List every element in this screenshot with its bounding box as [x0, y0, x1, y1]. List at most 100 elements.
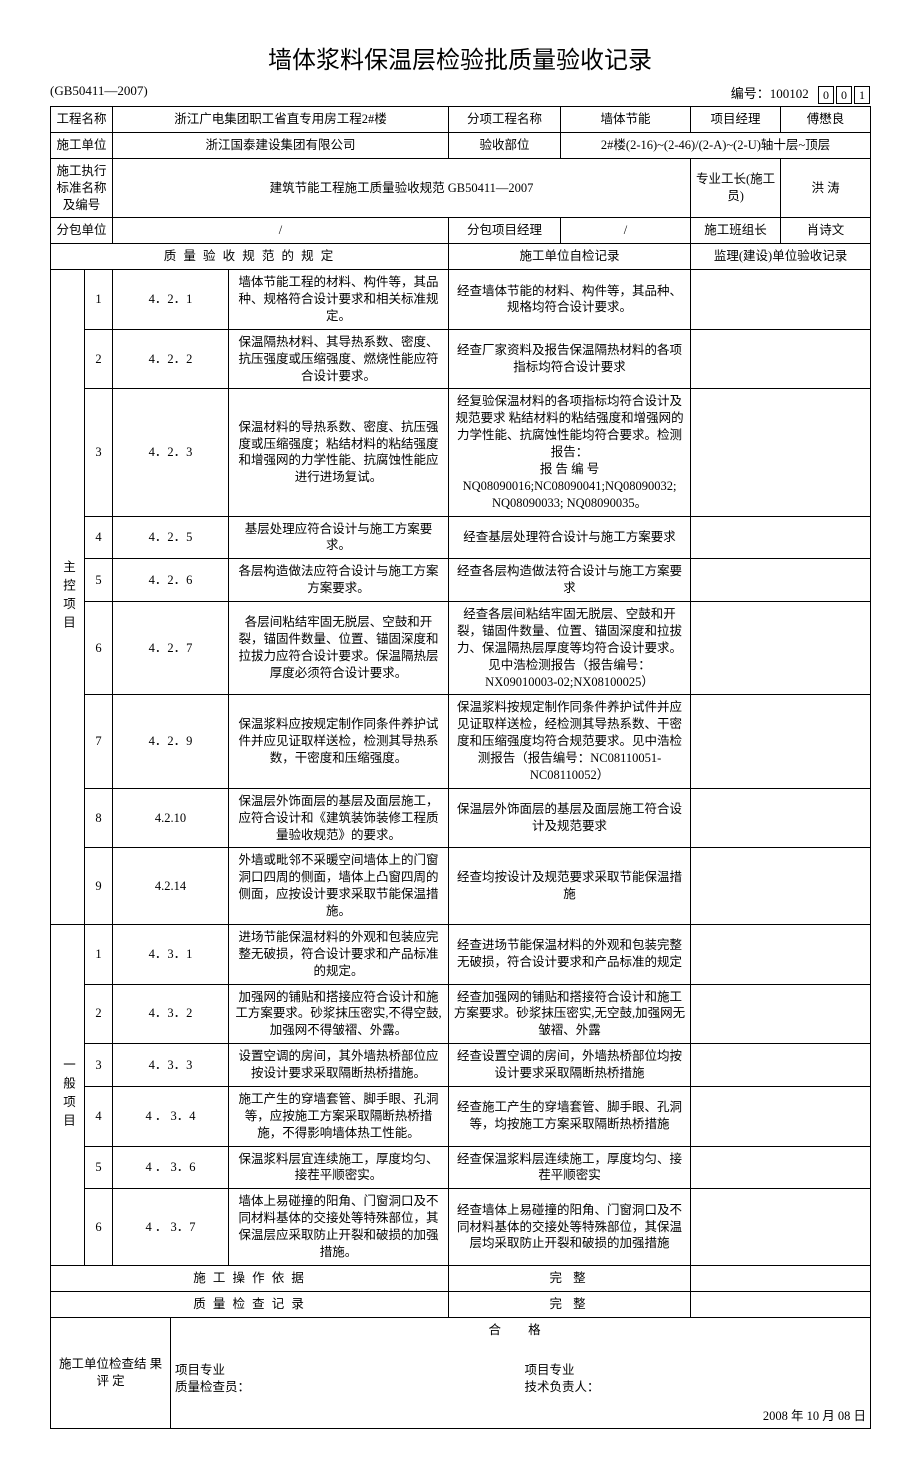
row-code: 4．2．5: [113, 516, 229, 559]
row-n: 9: [85, 848, 113, 925]
row-supv: [691, 270, 871, 330]
row-spec: 基层处理应符合设计与施工方案要求。: [229, 516, 449, 559]
code-label: 编号：: [731, 86, 770, 101]
row-code: 4．2．6: [113, 559, 229, 602]
foreman: 洪 涛: [781, 158, 871, 218]
row-self: 经查各层构造做法符合设计与施工方案要求: [449, 559, 691, 602]
row-supv: [691, 788, 871, 848]
code-box-3: 1: [854, 86, 870, 104]
date: 2008 年 10 月 08 日: [763, 1408, 866, 1425]
row-self: 经查加强网的铺贴和搭接符合设计和施工方案要求。砂浆抹压密实,无空鼓,加强网无皱褶…: [449, 984, 691, 1044]
row-spec: 加强网的铺贴和搭接应符合设计和施工方案要求。砂浆抹压密实,不得空鼓,加强网不得皱…: [229, 984, 449, 1044]
subheader: (GB50411—2007) 编号：100102 0 0 1: [50, 83, 870, 104]
row-supv: [691, 848, 871, 925]
row-code: 4．2．9: [113, 695, 229, 788]
row-supv: [691, 602, 871, 695]
sub-unit-label: 分包单位: [51, 218, 113, 244]
row-self: 经复验保温材料的各项指标均符合设计及规范要求 粘结材料的粘结强度和增强网的力学性…: [449, 389, 691, 516]
row-self: 经查保温浆料层连续施工，厚度均匀、接茬平顺密实: [449, 1146, 691, 1189]
row-supv: [691, 329, 871, 389]
row-code: 4．3．3: [113, 1044, 229, 1087]
row-self: 经查设置空调的房间，外墙热桥部位均按设计要求采取隔断热桥措施: [449, 1044, 691, 1087]
standard-ref: (GB50411—2007): [50, 83, 148, 104]
row-self: 经查墙体上易碰撞的阳角、门窗洞口及不同材料基体的交接处等特殊部位，其保温层均采取…: [449, 1189, 691, 1266]
result-label: 施工单位检查结 果 评 定: [51, 1317, 171, 1429]
row-n: 3: [85, 389, 113, 516]
col-supv: 监理(建设)单位验收记录: [691, 244, 871, 270]
row-code: 4 ． 3．7: [113, 1189, 229, 1266]
subitem: 墙体节能: [561, 107, 691, 133]
row-self: 经查基层处理符合设计与施工方案要求: [449, 516, 691, 559]
unit: 浙江国泰建设集团有限公司: [113, 132, 449, 158]
op-basis: 完 整: [449, 1265, 691, 1291]
accept-part: 2#楼(2-16)~(2-46)/(2-A)~(2-U)轴十层~顶层: [561, 132, 871, 158]
doc-code: 编号：100102 0 0 1: [731, 83, 870, 104]
team-leader-label: 施工班组长: [691, 218, 781, 244]
row-code: 4 ． 3．4: [113, 1086, 229, 1146]
result-value: 合 格: [171, 1318, 870, 1339]
foreman-label: 专业工长(施工员): [691, 158, 781, 218]
code-box-1: 0: [818, 86, 834, 104]
op-basis-supv: [691, 1265, 871, 1291]
subitem-label: 分项工程名称: [449, 107, 561, 133]
sub-pm-label: 分包项目经理: [449, 218, 561, 244]
row-n: 1: [85, 270, 113, 330]
row-code: 4.2.10: [113, 788, 229, 848]
row-spec: 各层构造做法应符合设计与施工方案方案要求。: [229, 559, 449, 602]
sub-unit: /: [113, 218, 449, 244]
unit-label: 施工单位: [51, 132, 113, 158]
qc-record: 完 整: [449, 1291, 691, 1317]
row-supv: [691, 984, 871, 1044]
row-n: 4: [85, 516, 113, 559]
row-spec: 保温隔热材料、其导热系数、密度、抗压强度或压缩强度、燃烧性能应符合设计要求。: [229, 329, 449, 389]
code-prefix: 100102: [770, 86, 809, 101]
row-spec: 墙体节能工程的材料、构件等，其品种、规格符合设计要求和相关标准规定。: [229, 270, 449, 330]
row-spec: 保温层外饰面层的基层及面层施工，应符合设计和《建筑装饰装修工程质量验收规范》的要…: [229, 788, 449, 848]
code-box-2: 0: [836, 86, 852, 104]
row-spec: 施工产生的穿墙套管、脚手眼、孔洞等，应按施工方案采取隔断热桥措施，不得影响墙体热…: [229, 1086, 449, 1146]
row-supv: [691, 516, 871, 559]
row-n: 2: [85, 329, 113, 389]
row-n: 8: [85, 788, 113, 848]
row-spec: 保温浆料应按规定制作同条件养护试件并应见证取样送检，检测其导热系数，干密度和压缩…: [229, 695, 449, 788]
row-n: 2: [85, 984, 113, 1044]
inspector-label: 项目专业 质量检查员：: [171, 1338, 521, 1428]
row-code: 4．2．2: [113, 329, 229, 389]
row-n: 6: [85, 602, 113, 695]
row-self: 保温层外饰面层的基层及面层施工符合设计及规范要求: [449, 788, 691, 848]
row-spec: 各层间粘结牢固无脱层、空鼓和开裂，锚固件数量、位置、锚固深度和拉拔力应符合设计要…: [229, 602, 449, 695]
row-self: 经查均按设计及规范要求采取节能保温措施: [449, 848, 691, 925]
row-supv: [691, 1086, 871, 1146]
row-code: 4．2．3: [113, 389, 229, 516]
row-code: 4．2．7: [113, 602, 229, 695]
row-n: 6: [85, 1189, 113, 1266]
row-n: 4: [85, 1086, 113, 1146]
row-spec: 外墙或毗邻不采暖空间墙体上的门窗洞口四周的侧面，墙体上凸窗四周的侧面，应按设计要…: [229, 848, 449, 925]
row-supv: [691, 1044, 871, 1087]
row-code: 4．3．2: [113, 984, 229, 1044]
qc-record-supv: [691, 1291, 871, 1317]
row-code: 4．3．1: [113, 924, 229, 984]
row-n: 5: [85, 559, 113, 602]
col-spec: 质 量 验 收 规 范 的 规 定: [51, 244, 449, 270]
row-self: 经查厂家资料及报告保温隔热材料的各项指标均符合设计要求: [449, 329, 691, 389]
group-general: 一般项目: [51, 924, 85, 1265]
row-n: 1: [85, 924, 113, 984]
qc-record-label: 质 量 检 查 记 录: [51, 1291, 449, 1317]
op-basis-label: 施 工 操 作 依 据: [51, 1265, 449, 1291]
result-cell: 合 格 项目专业 质量检查员： 项目专业 技术负责人： 2008 年 10 月 …: [171, 1317, 871, 1429]
accept-part-label: 验收部位: [449, 132, 561, 158]
std: 建筑节能工程施工质量验收规范 GB50411—2007: [113, 158, 691, 218]
col-self: 施工单位自检记录: [449, 244, 691, 270]
row-n: 5: [85, 1146, 113, 1189]
row-self: 保温浆料按规定制作同条件养护试件并应见证取样送检，经检测其导热系数、干密度和压缩…: [449, 695, 691, 788]
row-self: 经查施工产生的穿墙套管、脚手眼、孔洞等，均按施工方案采取隔断热桥措施: [449, 1086, 691, 1146]
row-spec: 保温材料的导热系数、密度、抗压强度或压缩强度；粘结材料的粘结强度和增强网的力学性…: [229, 389, 449, 516]
row-spec: 设置空调的房间，其外墙热桥部位应按设计要求采取隔断热桥措施。: [229, 1044, 449, 1087]
row-n: 7: [85, 695, 113, 788]
row-spec: 保温浆料层宜连续施工，厚度均匀、接茬平顺密实。: [229, 1146, 449, 1189]
project-name-label: 工程名称: [51, 107, 113, 133]
row-self: 经查进场节能保温材料的外观和包装完整无破损，符合设计要求和产品标准的规定: [449, 924, 691, 984]
row-code: 4．2．1: [113, 270, 229, 330]
project-name: 浙江广电集团职工省直专用房工程2#楼: [113, 107, 449, 133]
